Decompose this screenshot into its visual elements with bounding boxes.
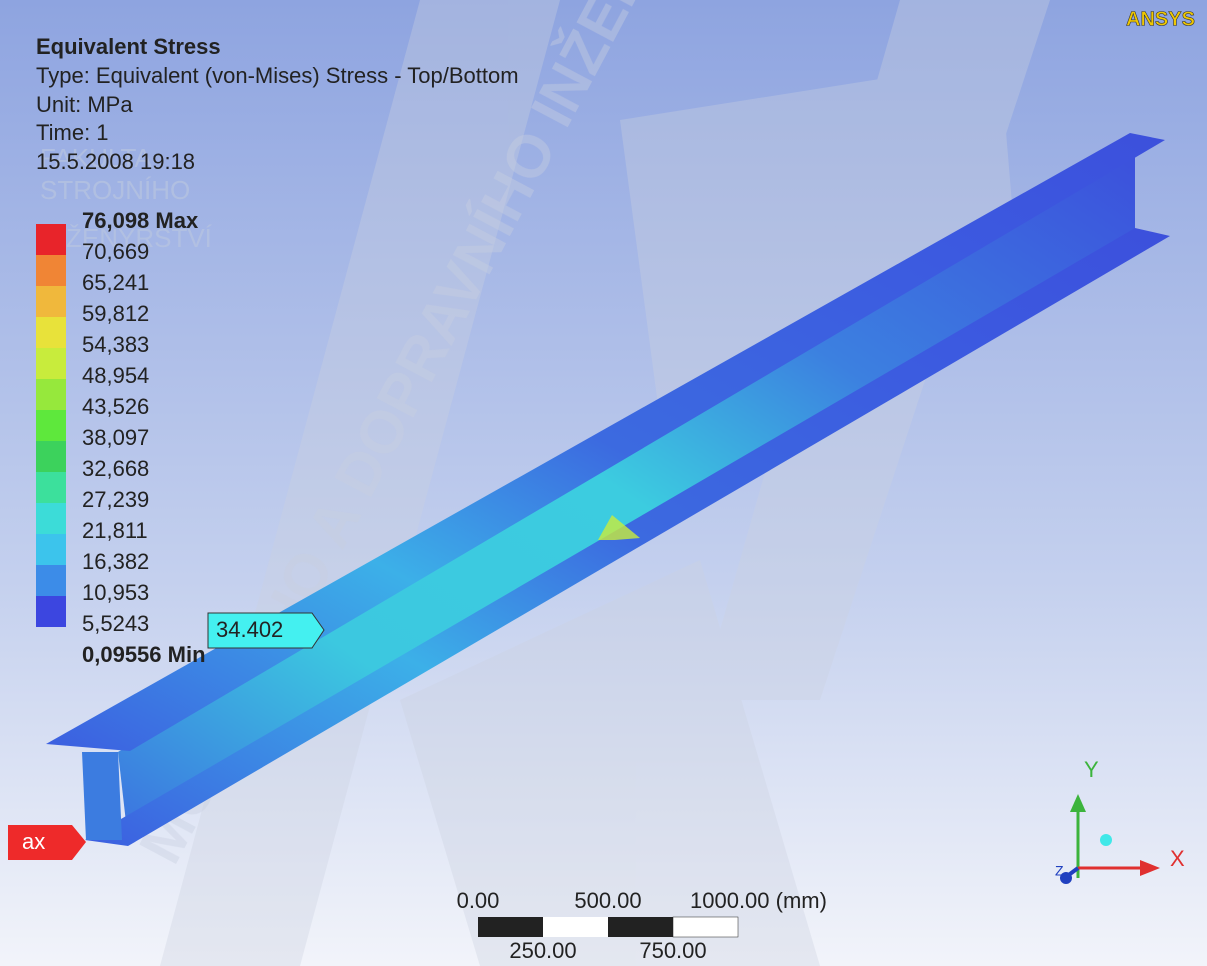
legend-label: 76,098 Max <box>82 208 199 233</box>
result-unit: Unit: MPa <box>36 92 133 117</box>
legend-band <box>36 286 66 317</box>
legend-band <box>36 410 66 441</box>
legend-label: 38,097 <box>82 425 149 450</box>
legend-label: 48,954 <box>82 363 149 388</box>
legend-label: 21,811 <box>82 518 148 543</box>
scale-label: 0.00 <box>457 888 500 913</box>
result-time: Time: 1 <box>36 120 109 145</box>
result-title: Equivalent Stress <box>36 34 221 59</box>
legend-band <box>36 379 66 410</box>
legend-band <box>36 255 66 286</box>
legend-label: 27,239 <box>82 487 149 512</box>
viewport: FAKULTA STROJNÍHO INŽENÝRSTVÍ MOBILNÍHO … <box>0 0 1207 966</box>
legend-band <box>36 596 66 627</box>
legend-band <box>36 317 66 348</box>
legend-label: 10,953 <box>82 580 149 605</box>
probe: 34.402 <box>208 613 324 648</box>
legend-label: 0,09556 Min <box>82 642 206 667</box>
legend-label: 16,382 <box>82 549 149 574</box>
legend-label: 65,241 <box>82 270 149 295</box>
scale-label: 1000.00 (mm) <box>690 888 827 913</box>
legend-label: 59,812 <box>82 301 149 326</box>
scale-label: 500.00 <box>574 888 641 913</box>
legend-band <box>36 534 66 565</box>
legend-label: 32,668 <box>82 456 149 481</box>
watermark: STROJNÍHO <box>40 175 190 205</box>
probe-label: 34.402 <box>216 617 283 642</box>
legend-band <box>36 348 66 379</box>
legend-label: 54,383 <box>82 332 149 357</box>
logo: ANSYS <box>1126 8 1195 30</box>
legend-label: 43,526 <box>82 394 149 419</box>
triad-z: Z <box>1055 863 1064 879</box>
legend-band <box>36 472 66 503</box>
legend-band <box>36 441 66 472</box>
triad-x: X <box>1170 846 1185 871</box>
scale-label: 250.00 <box>509 938 576 963</box>
beam-end-face <box>82 752 122 840</box>
legend-band <box>36 565 66 596</box>
legend-label: 70,669 <box>82 239 149 264</box>
axis-tag: ax <box>8 825 86 860</box>
legend-band <box>36 503 66 534</box>
scale-label: 750.00 <box>639 938 706 963</box>
legend-band <box>36 224 66 255</box>
tag-label: ax <box>22 829 45 854</box>
legend-label: 5,5243 <box>82 611 149 636</box>
result-type: Type: Equivalent (von-Mises) Stress - To… <box>36 63 519 88</box>
triad-y: Y <box>1084 757 1099 782</box>
result-date: 15.5.2008 19:18 <box>36 149 195 174</box>
